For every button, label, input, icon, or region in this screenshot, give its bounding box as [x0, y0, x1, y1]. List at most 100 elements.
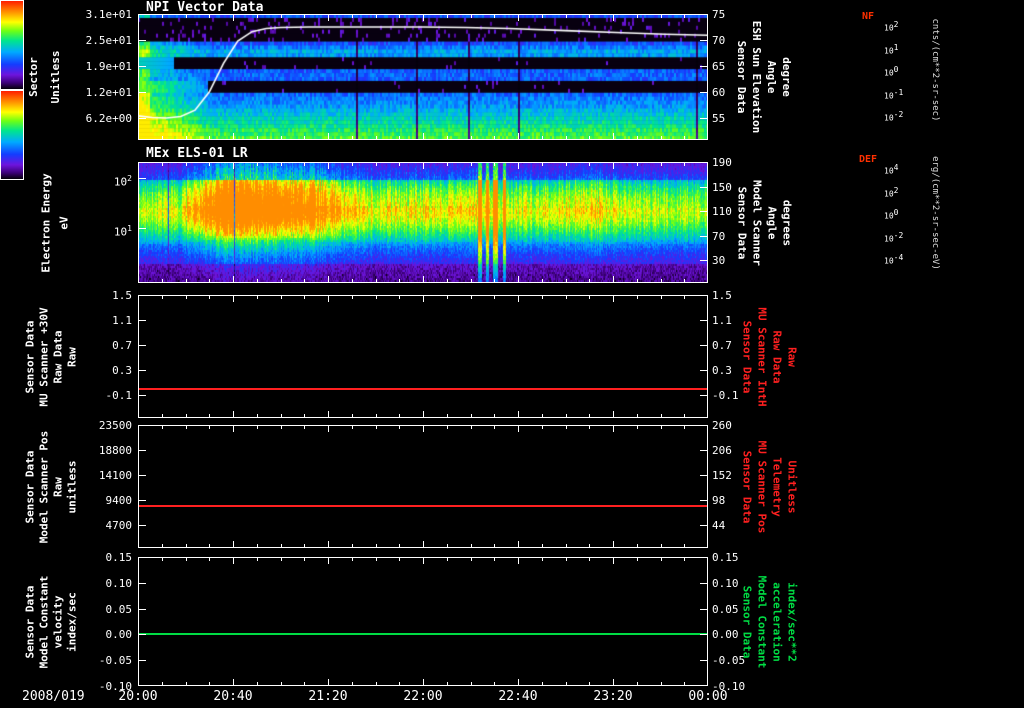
x-tick-mark [423, 276, 424, 282]
x-tick-mark [684, 296, 686, 299]
x-tick-mark [565, 296, 567, 299]
panel-model-constant-velocity-left-tick-label: -0.10 [98, 680, 132, 693]
x-tick-mark [328, 296, 329, 302]
x-tick-mark [589, 682, 591, 685]
x-tick-mark [280, 163, 282, 166]
colorbar-def-tick-label: 102 [884, 185, 899, 199]
panel-mu-scanner-30v-left-axis-label: Raw Data [51, 330, 64, 383]
panel-model-scanner-pos-left-axis-label: Raw [51, 476, 64, 497]
panel-els-right-axis-label: Angle [765, 205, 778, 240]
x-tick-mark [589, 136, 591, 139]
y-tick-mark [700, 450, 707, 451]
panel-npi-vector-right-tick-label: 75 [712, 8, 726, 21]
x-tick-mark [470, 682, 472, 685]
panel-mu-scanner-30v-data-line [139, 387, 707, 390]
x-tick-mark [304, 15, 306, 18]
x-tick-mark [328, 426, 329, 432]
panel-npi-vector-right-axis-label: Sensor Data [735, 40, 748, 114]
x-tick-mark [613, 411, 614, 417]
x-tick-mark [636, 414, 638, 417]
y-tick-mark [700, 608, 707, 610]
x-tick-mark [613, 541, 614, 547]
panel-model-scanner-pos-right-tick-label: 152 [712, 469, 732, 482]
x-tick-mark [470, 296, 472, 299]
x-tick-mark [304, 544, 306, 547]
x-tick-mark [351, 682, 353, 685]
x-axis-tick-label: 22:00 [403, 689, 443, 704]
x-tick-mark [161, 163, 163, 166]
panel-mu-scanner-30v-left-tick-label: -0.1 [105, 389, 133, 402]
panel-els-right-tick-label: 190 [712, 156, 732, 169]
x-tick-mark [256, 544, 258, 547]
x-tick-mark [660, 682, 662, 685]
panel-mu-scanner-30v-right-tick-label: -0.1 [712, 389, 739, 402]
x-tick-mark [256, 426, 258, 429]
panel-title-els: MEx ELS-01 LR [146, 146, 248, 161]
x-tick-mark [613, 276, 614, 282]
y-tick-mark [700, 634, 707, 636]
y-tick-mark [700, 500, 707, 501]
panel-mu-scanner-30v-left-tick-label: 0.3 [112, 364, 132, 377]
panel-model-scanner-pos-left-tick-label: 14100 [98, 469, 132, 482]
x-tick-mark [328, 679, 329, 685]
x-tick-mark [233, 15, 234, 21]
panel-npi-vector-left-tick-label: 6.2e+00 [85, 112, 132, 125]
x-tick-mark [589, 558, 591, 561]
panel-npi-vector-right-axis-label: ESH Sun Elevation [750, 20, 763, 134]
x-tick-mark [423, 558, 424, 564]
x-tick-mark [660, 426, 662, 429]
x-tick-mark [565, 544, 567, 547]
x-tick-mark [446, 15, 448, 18]
panel-model-scanner-pos-right-tick-label: 260 [712, 419, 732, 432]
x-tick-mark [351, 558, 353, 561]
x-tick-mark [470, 136, 472, 139]
y-tick-mark [700, 525, 707, 526]
panel-model-constant-velocity-right-tick-label: 0.00 [712, 628, 739, 642]
x-tick-mark [161, 279, 163, 282]
panel-els-right-axis-label: degrees [780, 199, 793, 246]
x-tick-mark [185, 163, 187, 166]
x-tick-mark [589, 15, 591, 18]
x-tick-mark [209, 279, 211, 282]
panel-els-left-tick-label: 102 [113, 174, 132, 189]
x-tick-mark [589, 426, 591, 429]
x-tick-mark [280, 558, 282, 561]
x-tick-mark [541, 15, 543, 18]
x-tick-mark [446, 163, 448, 166]
x-tick-mark [161, 296, 163, 299]
x-tick-mark [328, 411, 329, 417]
x-tick-mark [518, 679, 519, 685]
x-tick-mark [233, 276, 234, 282]
x-tick-mark [660, 136, 662, 139]
x-tick-mark [565, 279, 567, 282]
x-tick-mark [209, 163, 211, 166]
panel-model-constant-velocity-left-tick-label: 0.05 [105, 602, 133, 616]
x-tick-mark [233, 541, 234, 547]
panel-model-constant-velocity-left-tick-label: 0.10 [105, 576, 133, 590]
x-tick-mark [636, 558, 638, 561]
x-tick-mark [375, 163, 377, 166]
panel-model-scanner-pos-data-line [139, 505, 707, 508]
x-tick-mark [613, 558, 614, 564]
npi-spectrogram-plot [138, 14, 708, 140]
x-tick-mark [494, 163, 496, 166]
x-tick-mark [209, 682, 211, 685]
x-tick-mark [446, 558, 448, 561]
colorbar-def-tick-label: 104 [884, 163, 899, 176]
panel-model-constant-velocity-left-tick-label: -0.05 [98, 654, 132, 668]
x-tick-mark [636, 682, 638, 685]
colorbar-def-gradient [0, 90, 24, 180]
x-tick-mark [518, 296, 519, 302]
x-tick-mark [399, 296, 401, 299]
x-tick-mark [399, 682, 401, 685]
x-tick-mark [304, 682, 306, 685]
y-tick-mark [700, 582, 707, 584]
colorbar-nf-gradient [0, 0, 24, 90]
x-tick-mark [399, 544, 401, 547]
x-tick-mark [399, 414, 401, 417]
x-tick-mark [328, 15, 329, 21]
panel-model-scanner-pos-right-axis-label: Unitless [785, 460, 798, 513]
panel-els-left-axis-label: eV [57, 215, 70, 230]
x-tick-mark [684, 414, 686, 417]
